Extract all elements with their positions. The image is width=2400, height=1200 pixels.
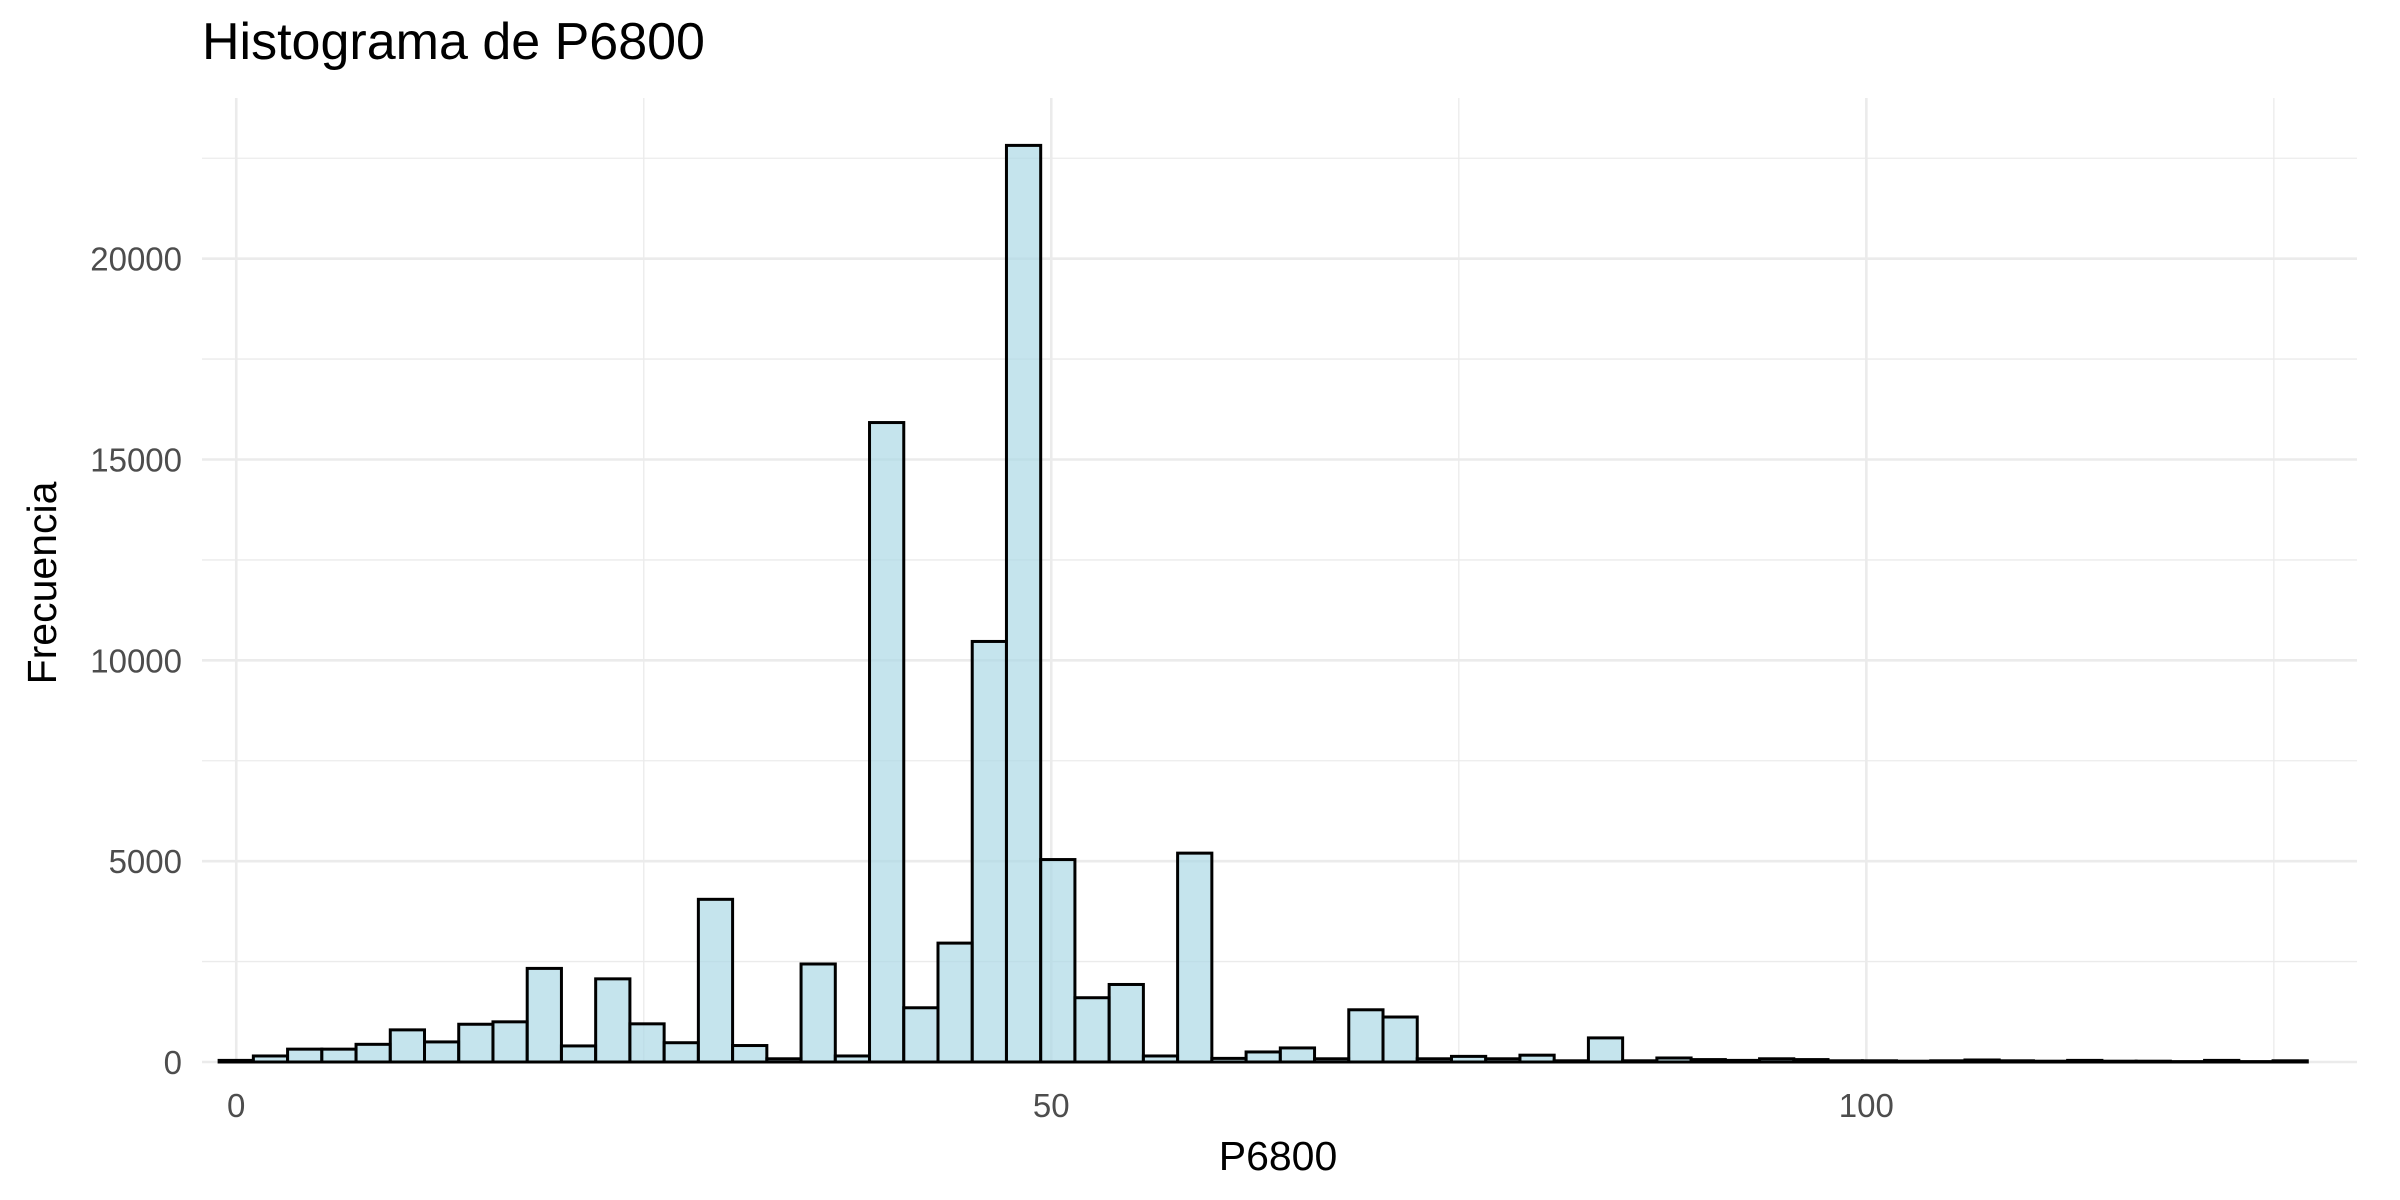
histogram-bar [731,1044,769,1064]
histogram-bar [1141,1054,1180,1064]
histogram-bar [1107,982,1145,1064]
y-tick-label: 0 [164,1044,182,1081]
histogram-bar [2134,1059,2172,1064]
histogram-bar [1449,1054,1488,1064]
histogram-bar [833,1054,872,1064]
histogram-bar [1758,1057,1796,1064]
histogram-bar [1039,858,1077,1064]
x-tick-label: 50 [1033,1087,1070,1124]
histogram-bar [320,1047,358,1064]
y-tick-label: 10000 [90,642,182,679]
x-tick-label: 100 [1839,1087,1894,1124]
histogram-bar [1997,1059,2035,1064]
histogram-bar [868,421,906,1064]
histogram-bar [423,1040,461,1064]
histogram-bar [388,1028,427,1064]
histogram-bar [1073,996,1111,1064]
grid-lines [202,98,2357,1064]
histogram-bar [1347,1008,1385,1064]
histogram-bar [1894,1059,1933,1064]
histogram-bar [217,1058,255,1064]
y-axis-title: Frecuencia [19,481,65,684]
histogram-bar [2271,1059,2309,1064]
histogram-bar [2203,1058,2241,1064]
histogram-bar [1655,1056,1693,1064]
histogram-bar [1244,1050,1282,1064]
histogram-bar [457,1022,495,1064]
histogram-bar [662,1041,700,1064]
histogram-bar [1176,851,1214,1064]
histogram-bar [594,977,632,1064]
x-axis-tick-labels: 0 50 100 [227,1087,1894,1124]
histogram-bar [2100,1059,2138,1064]
histogram-bar [491,1020,529,1064]
histogram-bar [1313,1057,1351,1064]
histogram-bar [970,639,1008,1064]
histogram-bar [1586,1036,1625,1064]
histogram-bar [1415,1057,1453,1064]
histogram-bar [1689,1058,1727,1064]
x-tick-label: 0 [227,1087,245,1124]
histogram-bar [1552,1059,1590,1064]
histogram-bar [696,897,735,1064]
histogram-bar [1792,1058,1830,1064]
histogram-bar [1278,1046,1317,1064]
y-axis-tick-labels: 0 5000 10000 15000 20000 [90,241,182,1081]
histogram-bar [525,966,563,1064]
histogram-bar [1210,1056,1248,1064]
histogram-bar [1860,1059,1898,1064]
histogram-bars [217,143,2309,1064]
histogram-bar [1381,1015,1419,1064]
histogram-bar [1004,143,1043,1064]
x-axis-title: P6800 [1219,1133,1338,1179]
histogram-bar [1826,1059,1864,1064]
histogram-bar [765,1057,803,1064]
histogram-bar [1484,1057,1522,1064]
y-tick-label: 15000 [90,442,182,479]
histogram-bar [286,1047,324,1064]
chart-title: Histograma de P6800 [202,13,705,71]
y-tick-label: 5000 [109,843,182,880]
histogram-bar [1621,1059,1659,1064]
histogram-bar [2066,1058,2104,1064]
histogram-bar [936,941,974,1064]
histogram-bar [251,1054,290,1064]
histogram-bar [2031,1059,2070,1064]
y-tick-label: 20000 [90,241,182,278]
histogram-bar [354,1042,392,1064]
histogram-bar [902,1006,940,1064]
histogram-bar [1723,1058,1762,1064]
histogram-bar [1929,1059,1967,1064]
histogram-bar [559,1044,598,1064]
histogram-bar [1518,1053,1556,1064]
histogram-bar [799,962,837,1064]
histogram-bar [1963,1058,2001,1064]
histogram-bar [628,1022,666,1064]
